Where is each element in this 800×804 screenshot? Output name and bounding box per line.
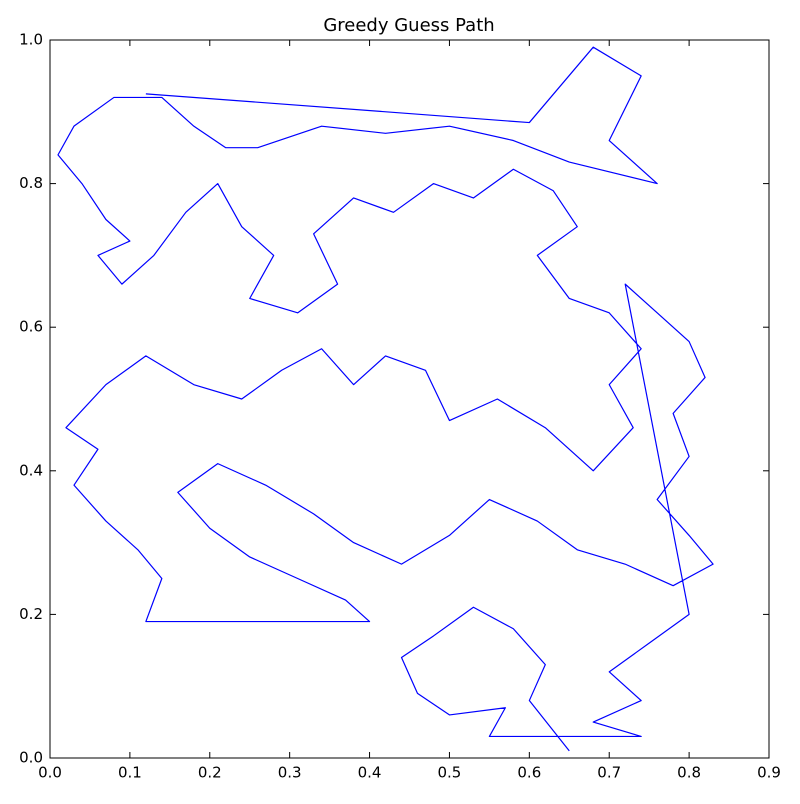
x-tick-label: 0.8 xyxy=(677,764,701,782)
y-tick-label: 0.4 xyxy=(19,461,43,479)
y-tick-label: 0.6 xyxy=(19,318,43,336)
x-tick-label: 0.4 xyxy=(358,764,382,782)
path-line xyxy=(57,46,714,752)
y-tick-label: 0.2 xyxy=(19,605,43,623)
y-tick-label: 0.0 xyxy=(19,749,43,767)
y-tick-label: 1.0 xyxy=(19,31,43,49)
x-tick-label: 0.5 xyxy=(438,764,462,782)
x-tick-label: 0.9 xyxy=(757,764,781,782)
x-tick-label: 0.7 xyxy=(597,764,621,782)
x-tick-label: 0.3 xyxy=(278,764,302,782)
x-tick-label: 0.6 xyxy=(517,764,541,782)
y-tick-label: 0.8 xyxy=(19,174,43,192)
x-tick-label: 0.2 xyxy=(198,764,222,782)
x-tick-label: 0.0 xyxy=(38,764,62,782)
plot-frame xyxy=(49,39,770,759)
chart-title: Greedy Guess Path xyxy=(323,15,494,36)
x-tick-label: 0.1 xyxy=(118,764,142,782)
